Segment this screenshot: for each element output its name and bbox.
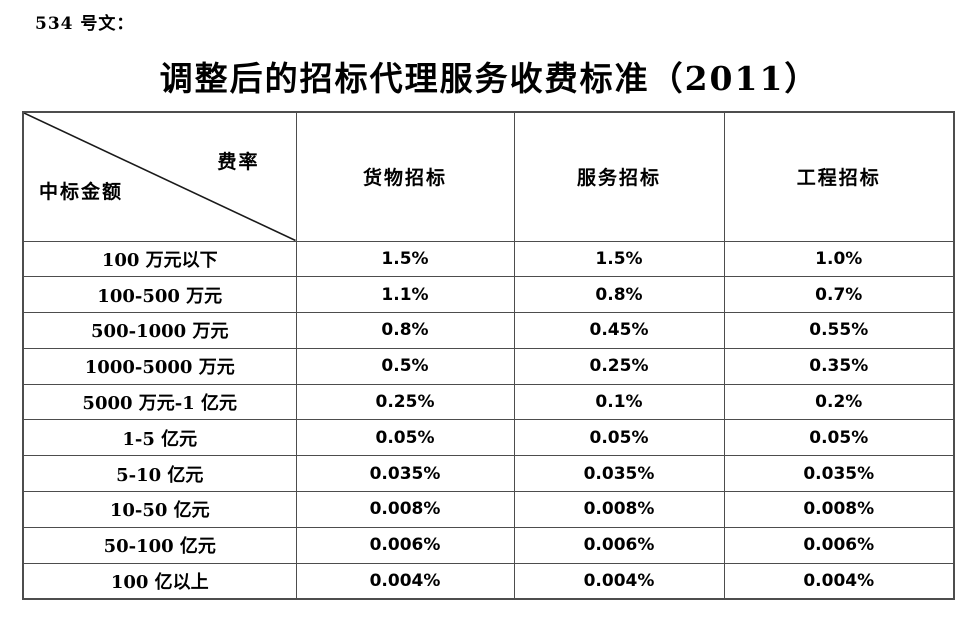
column-header-services: 服务招标 [513, 111, 725, 242]
page-title: 调整后的招标代理服务收费标准（2011） [159, 59, 820, 98]
row-label-cell: 5000 万元-1 亿元 [22, 383, 297, 421]
value-cell: 1.5% [513, 240, 725, 278]
value-cell: 0.05% [513, 419, 725, 457]
corner-label-rate: 费率 [217, 151, 260, 173]
value-cell: 0.55% [723, 312, 955, 349]
value-cell: 0.1% [513, 383, 725, 421]
value-cell: 0.008% [513, 491, 725, 528]
table-row: 1-5 亿元 0.05% 0.05% 0.05% [22, 419, 955, 457]
table-row: 10-50 亿元 0.008% 0.008% 0.008% [22, 491, 955, 528]
value-cell: 0.035% [513, 455, 725, 493]
value-cell: 0.006% [723, 526, 955, 564]
value-cell: 0.008% [295, 491, 515, 528]
value-cell: 1.0% [723, 240, 955, 278]
value-cell: 0.004% [723, 562, 955, 600]
column-header-goods: 货物招标 [295, 111, 515, 242]
row-label-cell: 100 万元以下 [22, 240, 297, 278]
value-cell: 0.8% [295, 312, 515, 349]
table-header-row: 费率 中标金额 货物招标 服务招标 工程招标 [22, 111, 955, 242]
table-row: 100-500 万元 1.1% 0.8% 0.7% [22, 276, 955, 314]
column-header-engineering: 工程招标 [723, 111, 955, 242]
value-cell: 0.006% [295, 526, 515, 564]
value-cell: 0.035% [723, 455, 955, 493]
row-label-cell: 100 亿以上 [22, 562, 297, 600]
value-cell: 1.1% [295, 276, 515, 314]
value-cell: 1.5% [295, 240, 515, 278]
row-label-cell: 10-50 亿元 [22, 491, 297, 528]
value-cell: 0.7% [723, 276, 955, 314]
value-cell: 0.8% [513, 276, 725, 314]
table-row: 5000 万元-1 亿元 0.25% 0.1% 0.2% [22, 383, 955, 421]
row-label-cell: 50-100 亿元 [22, 526, 297, 564]
value-cell: 0.035% [295, 455, 515, 493]
table-row: 50-100 亿元 0.006% 0.006% 0.006% [22, 526, 955, 564]
value-cell: 0.25% [513, 347, 725, 385]
row-label-cell: 1-5 亿元 [22, 419, 297, 457]
table-row: 5-10 亿元 0.035% 0.035% 0.035% [22, 455, 955, 493]
row-label-cell: 100-500 万元 [22, 276, 297, 314]
fee-table-body: 100 万元以下 1.5% 1.5% 1.0% 100-500 万元 1.1% 0.8% 0.… [22, 240, 955, 600]
value-cell: 0.2% [723, 383, 955, 421]
value-cell: 0.05% [295, 419, 515, 457]
table-row: 100 万元以下 1.5% 1.5% 1.0% [22, 240, 955, 278]
table-row: 100 亿以上 0.004% 0.004% 0.004% [22, 562, 955, 600]
diagonal-line [24, 113, 296, 241]
value-cell: 0.05% [723, 419, 955, 457]
value-cell: 0.45% [513, 312, 725, 349]
fee-table: 费率 中标金额 货物招标 服务招标 工程招标 100 万元以下 1.5% 1.5% 1… [22, 111, 955, 600]
value-cell: 0.5% [295, 347, 515, 385]
doc-number: 534 号文： [35, 14, 135, 34]
value-cell: 0.25% [295, 383, 515, 421]
table-row: 1000-5000 万元 0.5% 0.25% 0.35% [22, 347, 955, 385]
value-cell: 0.004% [513, 562, 725, 600]
value-cell: 0.35% [723, 347, 955, 385]
row-label-cell: 5-10 亿元 [22, 455, 297, 493]
row-label-cell: 500-1000 万元 [22, 312, 297, 349]
table-row: 500-1000 万元 0.8% 0.45% 0.55% [22, 312, 955, 349]
corner-label-amount: 中标金额 [39, 181, 124, 203]
value-cell: 0.008% [723, 491, 955, 528]
value-cell: 0.004% [295, 562, 515, 600]
row-label-cell: 1000-5000 万元 [22, 347, 297, 385]
value-cell: 0.006% [513, 526, 725, 564]
corner-cell: 费率 中标金额 [22, 111, 297, 242]
